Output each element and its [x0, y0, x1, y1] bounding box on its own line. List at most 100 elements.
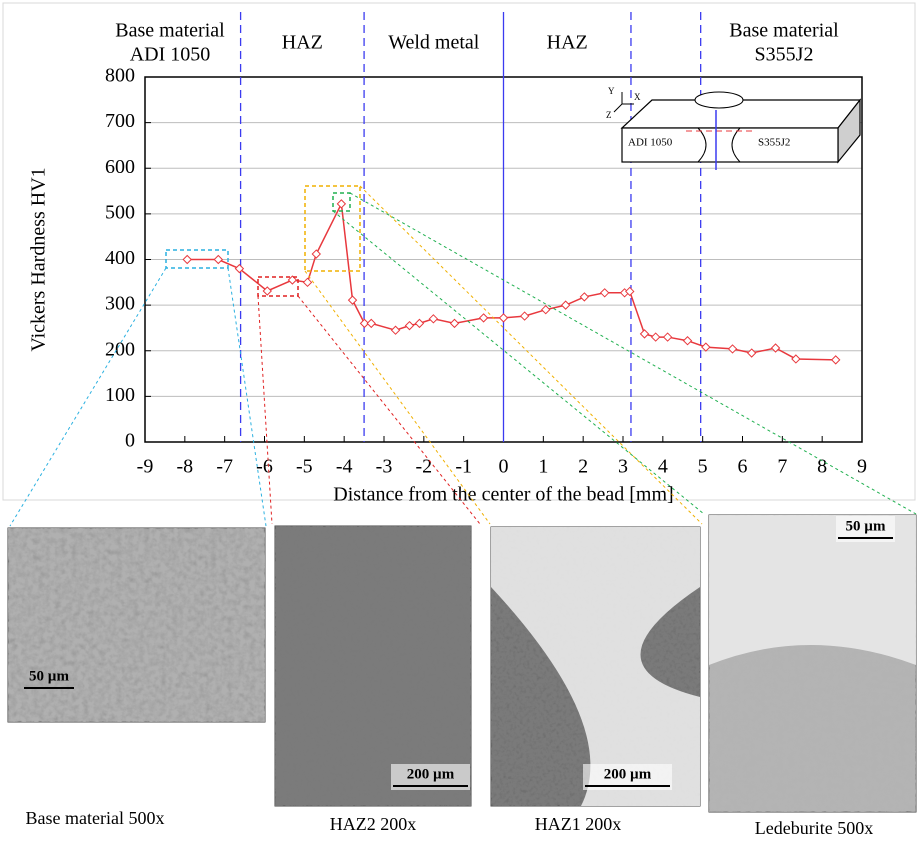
axis-glyph: X	[634, 92, 641, 102]
highlight-box	[257, 276, 299, 297]
data-point	[662, 332, 673, 342]
data-point	[366, 318, 376, 329]
y-tick-label: 400	[105, 247, 135, 269]
y-tick-label: 100	[105, 384, 135, 406]
region-label: Base material	[729, 20, 839, 42]
leader-line	[349, 192, 917, 515]
leader-line	[9, 267, 167, 527]
data-point	[414, 318, 425, 329]
data-point	[478, 313, 489, 323]
data-point	[287, 275, 298, 285]
data-point	[404, 320, 415, 331]
x-tick-label: -1	[455, 456, 472, 478]
scale-label: 200 µm	[604, 766, 652, 782]
x-tick-label: 5	[698, 456, 708, 478]
data-point	[770, 343, 781, 353]
x-tick-label: -5	[296, 456, 313, 478]
data-point	[498, 313, 509, 323]
y-tick-label: 800	[105, 65, 135, 87]
x-tick-label: 7	[777, 456, 787, 478]
region-label: Base material	[115, 20, 225, 42]
data-point	[791, 354, 801, 364]
inset-label: S355J2	[758, 137, 790, 149]
micrograph-texture	[275, 526, 471, 806]
leader-line	[297, 295, 481, 525]
y-axis-label: Vickers Hardness HV1	[28, 167, 50, 351]
highlight-box	[332, 192, 351, 212]
data-point	[639, 329, 650, 339]
data-point	[302, 277, 313, 288]
region-label: HAZ	[547, 32, 588, 54]
data-point	[449, 318, 460, 329]
x-tick-label: -2	[415, 456, 432, 478]
data-point	[579, 292, 590, 302]
scale-label: 50 µm	[29, 668, 69, 684]
data-point	[831, 355, 841, 365]
micrograph-region	[709, 515, 916, 665]
x-tick-label: 1	[538, 456, 548, 478]
y-tick-label: 0	[125, 430, 135, 452]
region-label: S355J2	[755, 44, 814, 66]
data-point	[262, 286, 272, 296]
leader-line	[304, 270, 491, 525]
micrograph-region	[491, 527, 700, 806]
data-point	[428, 314, 439, 324]
micrograph-caption: HAZ2 200x	[330, 814, 417, 834]
data-point	[182, 254, 192, 265]
y-tick-label: 200	[105, 338, 135, 360]
y-tick-label: 700	[105, 110, 135, 132]
data-point	[347, 295, 358, 305]
x-tick-label: -9	[137, 456, 154, 478]
data-point	[650, 332, 661, 342]
highlight-box	[165, 249, 229, 269]
x-tick-label: 4	[658, 456, 668, 478]
data-point	[560, 300, 571, 310]
data-point	[746, 348, 757, 358]
scale-label: 50 µm	[846, 518, 886, 534]
x-tick-label: -7	[216, 456, 233, 478]
data-point	[359, 318, 370, 329]
data-point	[311, 249, 321, 259]
data-point	[234, 263, 245, 274]
data-point	[213, 254, 224, 265]
y-tick-label: 600	[105, 156, 135, 178]
axis-glyph: Y	[608, 86, 615, 96]
data-point	[541, 304, 551, 315]
leader-line	[332, 210, 705, 515]
data-point	[519, 311, 530, 321]
inset-label: ADI 1050	[628, 137, 673, 149]
x-tick-label: -6	[256, 456, 273, 478]
data-point	[682, 336, 693, 346]
x-tick-label: 0	[499, 456, 509, 478]
data-point	[727, 344, 738, 354]
leader-line	[257, 295, 273, 525]
specimen-sketch: ADI 1050 S355J2 Y X Z	[606, 86, 862, 170]
micrograph-caption: Base material 500x	[26, 808, 165, 828]
chart-frame	[2, 2, 916, 501]
scale-label: 200 µm	[407, 766, 455, 782]
x-tick-label: 6	[738, 456, 748, 478]
x-tick-label: -4	[336, 456, 353, 478]
x-axis-label: Distance from the center of the bead [mm…	[333, 484, 673, 506]
region-label: Weld metal	[388, 32, 480, 54]
micrograph-caption: HAZ1 200x	[535, 814, 622, 834]
leader-line	[227, 267, 267, 527]
micrograph-texture	[8, 528, 265, 722]
data-point	[336, 199, 347, 209]
data-point	[390, 325, 401, 335]
y-tick-label: 300	[105, 293, 135, 315]
x-tick-label: -8	[176, 456, 193, 478]
data-point	[701, 342, 711, 352]
data-point	[599, 288, 610, 298]
axis-glyph: Z	[606, 110, 612, 120]
x-tick-label: 9	[857, 456, 867, 478]
leader-line	[359, 185, 703, 525]
x-tick-label: 8	[817, 456, 827, 478]
x-tick-label: 3	[618, 456, 628, 478]
y-tick-label: 500	[105, 201, 135, 223]
data-point	[625, 286, 635, 297]
region-label: ADI 1050	[130, 44, 211, 66]
micrograph-caption: Ledeburite 500x	[755, 818, 873, 838]
